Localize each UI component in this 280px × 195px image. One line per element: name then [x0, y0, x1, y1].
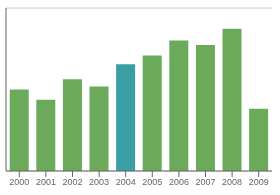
- svg-text:2000: 2000: [9, 177, 29, 187]
- svg-text:2002: 2002: [62, 177, 82, 187]
- svg-text:2001: 2001: [36, 177, 56, 187]
- svg-text:2004: 2004: [116, 177, 136, 187]
- svg-text:2008: 2008: [222, 177, 242, 187]
- svg-text:2009: 2009: [249, 177, 269, 187]
- svg-text:2006: 2006: [169, 177, 189, 187]
- svg-text:2003: 2003: [89, 177, 109, 187]
- svg-text:2007: 2007: [195, 177, 215, 187]
- svg-text:2005: 2005: [142, 177, 162, 187]
